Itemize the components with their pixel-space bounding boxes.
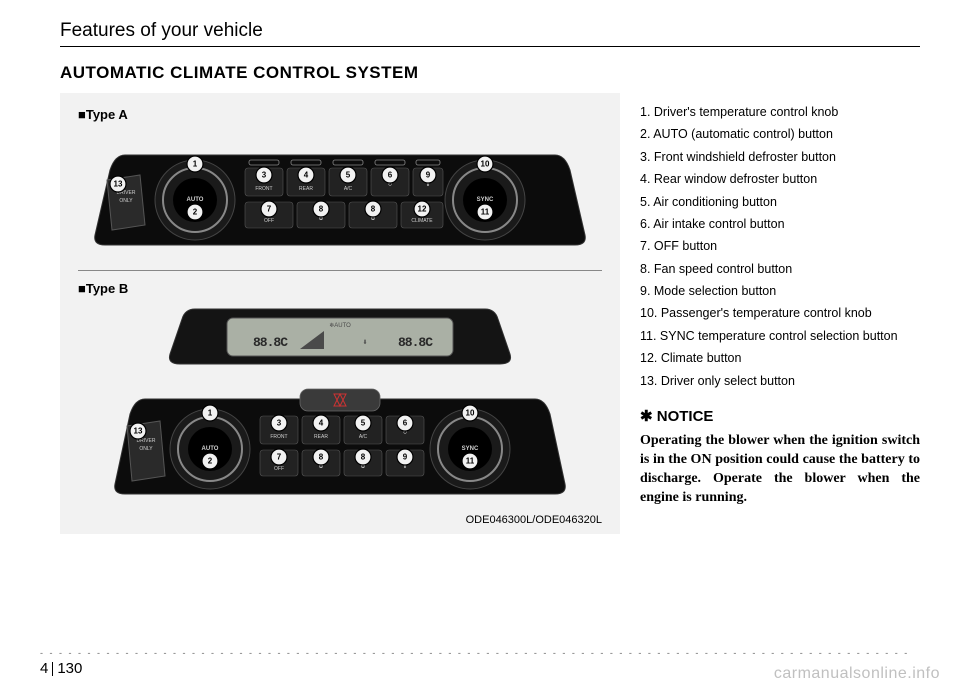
auto-label: AUTO xyxy=(187,197,204,203)
svg-text:REAR: REAR xyxy=(299,186,313,192)
svg-text:7: 7 xyxy=(267,205,272,214)
svg-text:4: 4 xyxy=(304,171,309,180)
legend-item: 8. Fan speed control button xyxy=(640,260,920,279)
svg-text:2: 2 xyxy=(193,208,198,217)
figure-column: ■Type A DRIVER ONLY 13 AUTO xyxy=(60,93,620,534)
svg-text:3: 3 xyxy=(262,171,267,180)
svg-text:11: 11 xyxy=(481,208,490,217)
svg-text:10: 10 xyxy=(466,409,475,418)
climate-panel-b: 88.8C 88.8C ❄AUTO ⬇ DRIVER ONLY 13 xyxy=(78,304,602,504)
svg-text:12: 12 xyxy=(418,205,427,214)
svg-text:OFF: OFF xyxy=(274,466,284,472)
page-number: 130 xyxy=(57,660,82,677)
climate-panel-a: DRIVER ONLY 13 AUTO 1 2 xyxy=(78,130,602,260)
legend-item: 2. AUTO (automatic control) button xyxy=(640,125,920,144)
svg-text:8: 8 xyxy=(319,453,324,462)
type-a-label: ■Type A xyxy=(78,107,602,122)
sync-label: SYNC xyxy=(477,197,494,203)
lcd-mode: ⬇ xyxy=(362,339,367,346)
lcd-right: 88.8C xyxy=(398,335,433,350)
legend-item: 3. Front windshield defroster button xyxy=(640,148,920,167)
legend-item: 6. Air intake control button xyxy=(640,215,920,234)
svg-text:AUTO: AUTO xyxy=(202,446,219,452)
svg-text:REAR: REAR xyxy=(314,434,328,440)
lcd-left: 88.8C xyxy=(253,335,288,350)
header-rule xyxy=(60,46,920,47)
figure-code: ODE046300L/ODE046320L xyxy=(78,514,602,526)
svg-text:11: 11 xyxy=(466,457,475,466)
svg-text:CLIMATE: CLIMATE xyxy=(411,218,433,224)
svg-text:5: 5 xyxy=(346,171,351,180)
row-bot-a: OFF 7 ✿ 8 ✿ 8 CLIMATE 12 xyxy=(245,201,443,228)
section-number: 4 xyxy=(40,660,48,677)
legend-item: 10. Passenger's temperature control knob xyxy=(640,304,920,323)
driver-only-line2: ONLY xyxy=(119,198,133,204)
page-header: Features of your vehicle xyxy=(60,20,920,42)
svg-text:10: 10 xyxy=(481,160,490,169)
legend-item: 9. Mode selection button xyxy=(640,282,920,301)
svg-text:A/C: A/C xyxy=(359,434,368,440)
svg-text:SYNC: SYNC xyxy=(462,446,479,452)
svg-text:7: 7 xyxy=(277,453,282,462)
svg-text:ONLY: ONLY xyxy=(139,446,153,452)
legend-item: 12. Climate button xyxy=(640,349,920,368)
svg-text:1: 1 xyxy=(193,160,198,169)
figure-divider xyxy=(78,270,602,271)
svg-text:1: 1 xyxy=(208,409,213,418)
lcd-top: ❄AUTO xyxy=(329,322,351,329)
legend-column: 1. Driver's temperature control knob 2. … xyxy=(640,93,920,534)
svg-text:4: 4 xyxy=(319,419,324,428)
svg-text:9: 9 xyxy=(426,171,431,180)
legend-item: 13. Driver only select button xyxy=(640,372,920,391)
legend-item: 7. OFF button xyxy=(640,237,920,256)
watermark: carmanualsonline.info xyxy=(774,665,940,683)
legend-item: 5. Air conditioning button xyxy=(640,193,920,212)
legend-item: 11. SYNC temperature control selection b… xyxy=(640,327,920,346)
svg-text:2: 2 xyxy=(208,457,213,466)
svg-text:8: 8 xyxy=(371,205,376,214)
svg-text:FRONT: FRONT xyxy=(270,434,287,440)
svg-text:6: 6 xyxy=(403,419,408,428)
svg-text:9: 9 xyxy=(403,453,408,462)
notice-body: Operating the blower when the ignition s… xyxy=(640,432,920,508)
svg-text:8: 8 xyxy=(361,453,366,462)
type-b-label: ■Type B xyxy=(78,281,602,296)
legend-list: 1. Driver's temperature control knob 2. … xyxy=(640,103,920,391)
svg-text:5: 5 xyxy=(361,419,366,428)
svg-text:3: 3 xyxy=(277,419,282,428)
notice-title: ✱ NOTICE xyxy=(640,405,920,428)
legend-item: 4. Rear window defroster button xyxy=(640,170,920,189)
svg-text:13: 13 xyxy=(114,180,123,189)
svg-text:OFF: OFF xyxy=(264,218,274,224)
svg-text:8: 8 xyxy=(319,205,324,214)
legend-item: 1. Driver's temperature control knob xyxy=(640,103,920,122)
svg-text:6: 6 xyxy=(388,171,393,180)
svg-text:A/C: A/C xyxy=(344,186,353,192)
svg-text:FRONT: FRONT xyxy=(255,186,272,192)
main-heading: AUTOMATIC CLIMATE CONTROL SYSTEM xyxy=(60,63,920,83)
svg-text:13: 13 xyxy=(134,427,143,436)
